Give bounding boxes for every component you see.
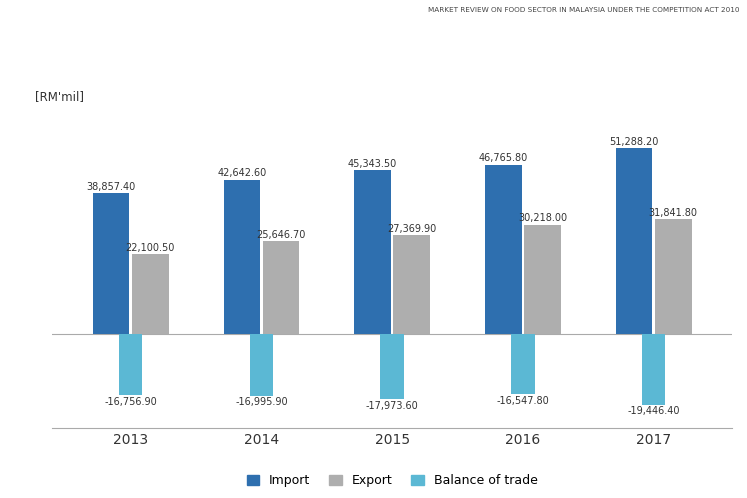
Text: -16,756.90: -16,756.90 — [105, 396, 157, 406]
Text: -17,973.60: -17,973.60 — [366, 401, 418, 411]
Bar — [263, 241, 300, 334]
Bar — [511, 334, 535, 394]
Text: 42,642.60: 42,642.60 — [217, 168, 267, 178]
Bar — [655, 219, 692, 334]
Bar — [394, 235, 430, 334]
Text: 51,288.20: 51,288.20 — [610, 137, 659, 147]
Text: 30,218.00: 30,218.00 — [518, 214, 567, 224]
Bar — [380, 334, 404, 399]
Bar — [485, 165, 521, 334]
Bar — [642, 334, 666, 404]
Text: (2013 – 2017): (2013 – 2017) — [512, 52, 639, 70]
Bar — [119, 334, 143, 395]
Text: -19,446.40: -19,446.40 — [627, 406, 680, 416]
Bar — [524, 225, 561, 334]
Bar — [93, 193, 129, 334]
Text: 22,100.50: 22,100.50 — [125, 243, 175, 253]
Text: Food import & export and balance of trade: Food import & export and balance of trad… — [11, 49, 582, 73]
Text: 27,369.90: 27,369.90 — [387, 224, 436, 234]
Text: MARKET REVIEW ON FOOD SECTOR IN MALAYSIA UNDER THE COMPETITION ACT 2010: MARKET REVIEW ON FOOD SECTOR IN MALAYSIA… — [428, 7, 740, 13]
Legend: Import, Export, Balance of trade: Import, Export, Balance of trade — [242, 469, 542, 492]
Bar — [354, 170, 391, 334]
Text: -16,995.90: -16,995.90 — [235, 397, 288, 407]
Text: 45,343.50: 45,343.50 — [348, 159, 397, 169]
Text: 38,857.40: 38,857.40 — [87, 182, 136, 192]
Text: 25,646.70: 25,646.70 — [256, 230, 306, 240]
Bar — [249, 334, 273, 396]
Bar — [616, 148, 652, 334]
Text: 46,765.80: 46,765.80 — [479, 153, 528, 163]
Bar — [132, 254, 169, 334]
Bar — [223, 180, 260, 334]
Text: 31,841.80: 31,841.80 — [648, 208, 698, 218]
Text: [RM'mil]: [RM'mil] — [35, 90, 84, 103]
Text: -16,547.80: -16,547.80 — [497, 396, 549, 406]
